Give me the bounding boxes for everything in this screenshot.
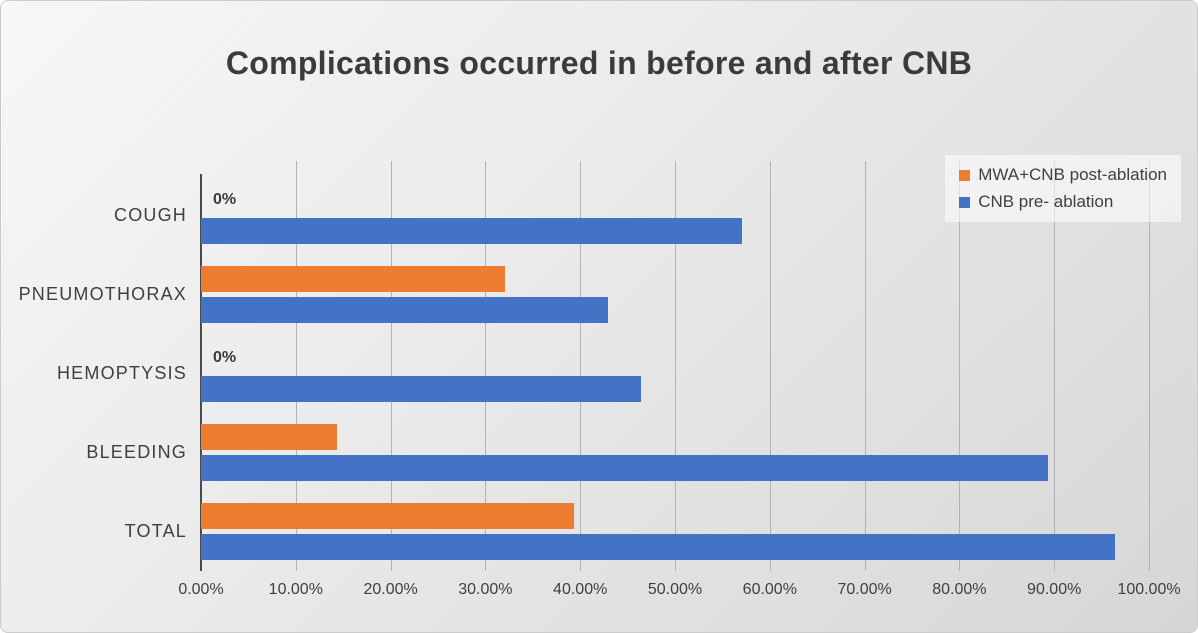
bar-group <box>201 255 1149 334</box>
bar-slot: 0% <box>201 187 1149 213</box>
bar <box>201 297 608 323</box>
gridline <box>1149 161 1150 571</box>
x-tick-label: 0.00% <box>178 581 224 598</box>
y-tick-label: PNEUMOTHORAX <box>18 284 187 304</box>
bar <box>201 424 337 450</box>
legend-item: CNB pre- ablation <box>959 192 1167 212</box>
x-tick-label: 90.00% <box>1027 581 1082 598</box>
x-tick-label: 40.00% <box>553 581 608 598</box>
x-tick-label: 70.00% <box>837 581 892 598</box>
bar-slot <box>201 534 1149 560</box>
bar-rows: 0% 0% <box>201 176 1149 571</box>
bar-slot <box>201 424 1149 450</box>
legend: MWA+CNB post-ablation CNB pre- ablation <box>945 155 1181 222</box>
legend-label: MWA+CNB post-ablation <box>978 165 1167 184</box>
chart-title: Complications occurred in before and aft… <box>225 45 973 81</box>
bar-group: 0% <box>201 176 1149 255</box>
x-tick-label: 10.00% <box>268 581 323 598</box>
x-tick-label: 30.00% <box>458 581 513 598</box>
y-axis-line <box>200 174 202 571</box>
bar-group: 0% <box>201 334 1149 413</box>
bar-slot <box>201 376 1149 402</box>
x-tick-label: 20.00% <box>363 581 418 598</box>
x-tick-label: 80.00% <box>932 581 987 598</box>
bar-slot <box>201 266 1149 292</box>
bar-slot <box>201 297 1149 323</box>
zero-value-label: 0% <box>213 349 237 366</box>
bar <box>201 455 1048 481</box>
bar-slot: 0% <box>201 345 1149 371</box>
bar-slot <box>201 503 1149 529</box>
y-tick-label: COUGH <box>114 205 187 225</box>
y-axis-labels: COUGH PNEUMOTHORAX HEMOPTYSIS BLEEDING TOTAL <box>1 176 187 571</box>
bar <box>201 218 743 244</box>
y-tick-label: HEMOPTYSIS <box>56 363 187 383</box>
legend-swatch-icon <box>959 196 971 208</box>
bar-slot <box>201 218 1149 244</box>
x-tick-label: 100.00% <box>1117 581 1181 598</box>
bar <box>201 376 641 402</box>
bar <box>201 534 1115 560</box>
x-tick-label: 50.00% <box>647 581 703 598</box>
x-tick-label: 60.00% <box>742 581 797 598</box>
bar-slot <box>201 455 1149 481</box>
x-axis-labels: 0.00% 10.00% 20.00% 30.00% 40.00% 50.00% 60.00… <box>178 581 1180 603</box>
bar-group <box>201 413 1149 492</box>
legend-swatch-icon <box>959 169 971 181</box>
bar-group <box>201 492 1149 571</box>
bar <box>201 503 574 529</box>
zero-value-label: 0% <box>213 191 237 208</box>
y-tick-label: BLEEDING <box>86 442 187 462</box>
legend-label: CNB pre- ablation <box>978 192 1114 211</box>
y-tick-label: TOTAL <box>124 521 187 541</box>
bar <box>201 266 506 292</box>
legend-item: MWA+CNB post-ablation <box>959 165 1167 185</box>
plot-area: 0% 0% <box>200 161 1150 571</box>
